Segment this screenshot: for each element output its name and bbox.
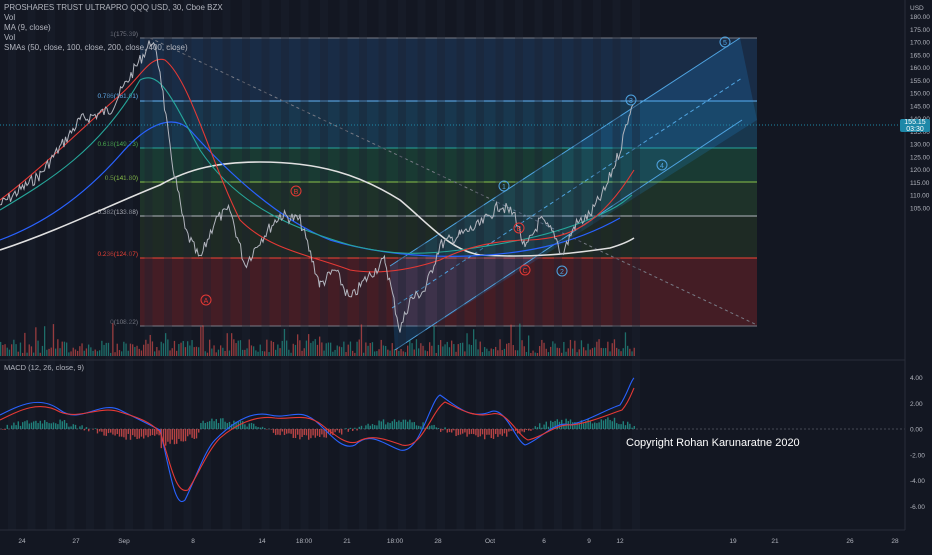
time-axis-label: 19 xyxy=(729,538,737,545)
legend-vol-2[interactable]: Vol xyxy=(4,33,223,43)
time-axis-label: 9 xyxy=(587,538,591,545)
price-axis-label: 110.00 xyxy=(910,193,930,200)
price-axis-label: 150.00 xyxy=(910,91,930,98)
price-axis-label: 105.00 xyxy=(910,205,930,212)
last-price-value: 155.15 xyxy=(900,119,930,126)
wave-label-4: 4 xyxy=(660,163,664,170)
legend-ma[interactable]: MA (9, close) xyxy=(4,23,223,33)
price-axis-label: 175.00 xyxy=(910,27,930,34)
legend-smas[interactable]: SMAs (50, close, 100, close, 200, close,… xyxy=(4,43,223,53)
wave-label-1: 1 xyxy=(502,184,506,191)
wave-label-a: A xyxy=(204,298,209,305)
macd-axis-label: 4.00 xyxy=(910,375,923,382)
wave-label-3: 3 xyxy=(629,98,633,105)
time-axis-label: 14 xyxy=(258,538,266,545)
price-axis-label: 120.00 xyxy=(910,167,930,174)
currency-label: USD xyxy=(910,5,924,12)
time-axis-label: 18:00 xyxy=(387,538,404,545)
time-axis-label: 24 xyxy=(18,538,26,545)
macd-axis-label: 0.00 xyxy=(910,427,923,434)
wave-label-c: C xyxy=(522,268,527,275)
price-axis-label: 130.00 xyxy=(910,142,930,149)
time-axis-label: 28 xyxy=(891,538,899,545)
price-axis-label: 115.00 xyxy=(910,180,930,187)
time-axis-label: 18:00 xyxy=(296,538,313,545)
time-axis-label: Sep xyxy=(118,538,130,545)
price-axis-label: 155.00 xyxy=(910,78,930,85)
time-axis-label: 21 xyxy=(343,538,351,545)
wave-label-5: 5 xyxy=(723,40,727,47)
bar-countdown: 03:30 xyxy=(900,126,930,133)
wave-label-b1: B xyxy=(294,189,299,196)
price-axis-label: 170.00 xyxy=(910,40,930,47)
macd-title: MACD (12, 26, close, 9) xyxy=(4,363,85,372)
time-axis-bg xyxy=(0,530,932,550)
price-axis-label: 165.00 xyxy=(910,52,930,59)
chart-legend: PROSHARES TRUST ULTRAPRO QQQ USD, 30, Cb… xyxy=(4,3,223,53)
time-axis-label: Oct xyxy=(485,538,495,545)
fib-label-0: 0(108.22) xyxy=(110,319,138,326)
last-price-tag: 155.15 03:30 xyxy=(900,119,930,132)
time-axis-label: 26 xyxy=(846,538,854,545)
wave-label-b2: B xyxy=(517,226,522,233)
wave-label-2: 2 xyxy=(560,269,564,276)
macd-axis-label: -6.00 xyxy=(910,504,925,511)
time-axis-label: 8 xyxy=(191,538,195,545)
time-axis-label: 21 xyxy=(771,538,779,545)
time-axis-label: 27 xyxy=(72,538,80,545)
macd-axis-label: -4.00 xyxy=(910,478,925,485)
time-axis-label: 28 xyxy=(434,538,442,545)
macd-axis-label: -2.00 xyxy=(910,452,925,459)
time-axis-label: 6 xyxy=(542,538,546,545)
symbol-title[interactable]: PROSHARES TRUST ULTRAPRO QQQ USD, 30, Cb… xyxy=(4,3,223,13)
price-axis-label: 160.00 xyxy=(910,65,930,72)
legend-vol-1[interactable]: Vol xyxy=(4,13,223,23)
copyright-text: Copyright Rohan Karunaratne 2020 xyxy=(626,437,800,449)
price-axis-label: 180.00 xyxy=(910,14,930,21)
price-axis-label: 125.00 xyxy=(910,154,930,161)
price-axis-label: 145.00 xyxy=(910,103,930,110)
time-axis-label: 12 xyxy=(616,538,624,545)
macd-axis-label: 2.00 xyxy=(910,401,923,408)
